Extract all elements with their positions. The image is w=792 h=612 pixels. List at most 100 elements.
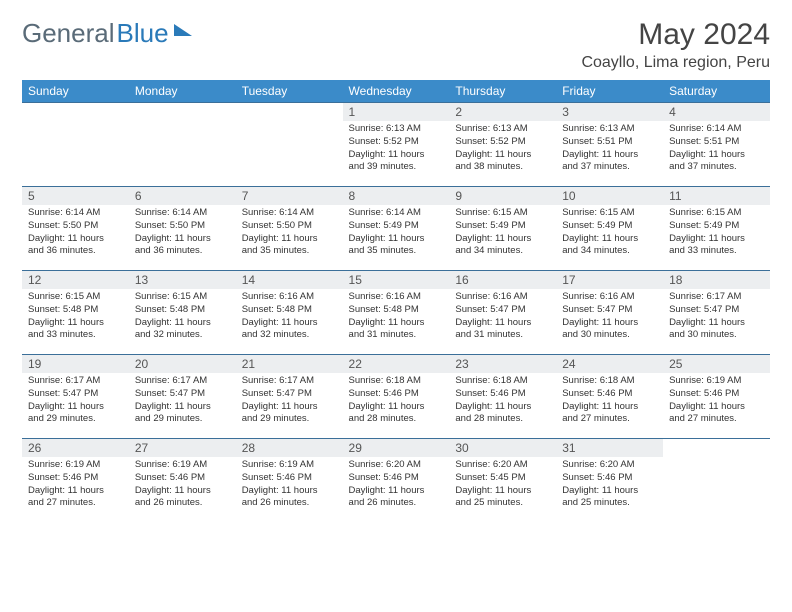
calendar-row: 5Sunrise: 6:14 AMSunset: 5:50 PMDaylight… [22, 187, 770, 271]
day-details: Sunrise: 6:17 AMSunset: 5:47 PMDaylight:… [129, 373, 236, 430]
day-details: Sunrise: 6:16 AMSunset: 5:47 PMDaylight:… [449, 289, 556, 346]
day-number: 10 [556, 187, 663, 205]
day-cell: 27Sunrise: 6:19 AMSunset: 5:46 PMDayligh… [129, 439, 236, 523]
day-cell: 19Sunrise: 6:17 AMSunset: 5:47 PMDayligh… [22, 355, 129, 439]
day-cell: 6Sunrise: 6:14 AMSunset: 5:50 PMDaylight… [129, 187, 236, 271]
day-number: 27 [129, 439, 236, 457]
day-cell: 13Sunrise: 6:15 AMSunset: 5:48 PMDayligh… [129, 271, 236, 355]
day-number: 13 [129, 271, 236, 289]
day-number: 6 [129, 187, 236, 205]
day-number: 17 [556, 271, 663, 289]
day-cell: 16Sunrise: 6:16 AMSunset: 5:47 PMDayligh… [449, 271, 556, 355]
day-details: Sunrise: 6:13 AMSunset: 5:52 PMDaylight:… [343, 121, 450, 178]
day-number: 30 [449, 439, 556, 457]
day-number: 8 [343, 187, 450, 205]
day-details: Sunrise: 6:19 AMSunset: 5:46 PMDaylight:… [129, 457, 236, 514]
day-details: Sunrise: 6:17 AMSunset: 5:47 PMDaylight:… [663, 289, 770, 346]
day-number: 1 [343, 103, 450, 121]
day-number: 23 [449, 355, 556, 373]
day-details: Sunrise: 6:19 AMSunset: 5:46 PMDaylight:… [663, 373, 770, 430]
day-cell: 18Sunrise: 6:17 AMSunset: 5:47 PMDayligh… [663, 271, 770, 355]
day-cell: 4Sunrise: 6:14 AMSunset: 5:51 PMDaylight… [663, 103, 770, 187]
day-details: Sunrise: 6:16 AMSunset: 5:48 PMDaylight:… [236, 289, 343, 346]
day-cell: 25Sunrise: 6:19 AMSunset: 5:46 PMDayligh… [663, 355, 770, 439]
day-cell: 12Sunrise: 6:15 AMSunset: 5:48 PMDayligh… [22, 271, 129, 355]
weekday-header: Saturday [663, 80, 770, 103]
day-details: Sunrise: 6:14 AMSunset: 5:49 PMDaylight:… [343, 205, 450, 262]
weekday-header: Thursday [449, 80, 556, 103]
day-cell: 20Sunrise: 6:17 AMSunset: 5:47 PMDayligh… [129, 355, 236, 439]
day-cell: 30Sunrise: 6:20 AMSunset: 5:45 PMDayligh… [449, 439, 556, 523]
day-cell: 17Sunrise: 6:16 AMSunset: 5:47 PMDayligh… [556, 271, 663, 355]
day-number: 26 [22, 439, 129, 457]
day-details: Sunrise: 6:15 AMSunset: 5:49 PMDaylight:… [556, 205, 663, 262]
weekday-header-row: SundayMondayTuesdayWednesdayThursdayFrid… [22, 80, 770, 103]
day-cell: 31Sunrise: 6:20 AMSunset: 5:46 PMDayligh… [556, 439, 663, 523]
logo-text-2: Blue [117, 18, 169, 49]
logo: GeneralBlue [22, 18, 192, 49]
day-details: Sunrise: 6:20 AMSunset: 5:46 PMDaylight:… [556, 457, 663, 514]
weekday-header: Sunday [22, 80, 129, 103]
day-number: 12 [22, 271, 129, 289]
day-number: 3 [556, 103, 663, 121]
day-details: Sunrise: 6:19 AMSunset: 5:46 PMDaylight:… [236, 457, 343, 514]
calendar-table: SundayMondayTuesdayWednesdayThursdayFrid… [22, 80, 770, 523]
empty-cell [236, 103, 343, 187]
weekday-header: Tuesday [236, 80, 343, 103]
day-details: Sunrise: 6:15 AMSunset: 5:48 PMDaylight:… [129, 289, 236, 346]
day-number: 25 [663, 355, 770, 373]
day-details: Sunrise: 6:14 AMSunset: 5:51 PMDaylight:… [663, 121, 770, 178]
day-number: 22 [343, 355, 450, 373]
day-details: Sunrise: 6:17 AMSunset: 5:47 PMDaylight:… [22, 373, 129, 430]
logo-triangle-icon [174, 24, 192, 36]
day-cell: 11Sunrise: 6:15 AMSunset: 5:49 PMDayligh… [663, 187, 770, 271]
weekday-header: Monday [129, 80, 236, 103]
empty-cell [22, 103, 129, 187]
day-details: Sunrise: 6:14 AMSunset: 5:50 PMDaylight:… [22, 205, 129, 262]
location-label: Coayllo, Lima region, Peru [581, 54, 770, 72]
day-number: 4 [663, 103, 770, 121]
day-number: 18 [663, 271, 770, 289]
day-details: Sunrise: 6:20 AMSunset: 5:45 PMDaylight:… [449, 457, 556, 514]
day-details: Sunrise: 6:16 AMSunset: 5:47 PMDaylight:… [556, 289, 663, 346]
calendar-row: 12Sunrise: 6:15 AMSunset: 5:48 PMDayligh… [22, 271, 770, 355]
calendar-row: 26Sunrise: 6:19 AMSunset: 5:46 PMDayligh… [22, 439, 770, 523]
day-number: 15 [343, 271, 450, 289]
day-cell: 23Sunrise: 6:18 AMSunset: 5:46 PMDayligh… [449, 355, 556, 439]
day-cell: 22Sunrise: 6:18 AMSunset: 5:46 PMDayligh… [343, 355, 450, 439]
day-number: 24 [556, 355, 663, 373]
empty-cell [129, 103, 236, 187]
day-details: Sunrise: 6:14 AMSunset: 5:50 PMDaylight:… [236, 205, 343, 262]
day-cell: 5Sunrise: 6:14 AMSunset: 5:50 PMDaylight… [22, 187, 129, 271]
day-number: 28 [236, 439, 343, 457]
day-details: Sunrise: 6:18 AMSunset: 5:46 PMDaylight:… [449, 373, 556, 430]
day-cell: 24Sunrise: 6:18 AMSunset: 5:46 PMDayligh… [556, 355, 663, 439]
day-cell: 10Sunrise: 6:15 AMSunset: 5:49 PMDayligh… [556, 187, 663, 271]
day-number: 7 [236, 187, 343, 205]
day-details: Sunrise: 6:20 AMSunset: 5:46 PMDaylight:… [343, 457, 450, 514]
logo-text-1: General [22, 18, 115, 49]
day-cell: 3Sunrise: 6:13 AMSunset: 5:51 PMDaylight… [556, 103, 663, 187]
day-cell: 2Sunrise: 6:13 AMSunset: 5:52 PMDaylight… [449, 103, 556, 187]
day-number: 2 [449, 103, 556, 121]
day-number: 11 [663, 187, 770, 205]
day-cell: 7Sunrise: 6:14 AMSunset: 5:50 PMDaylight… [236, 187, 343, 271]
day-cell: 9Sunrise: 6:15 AMSunset: 5:49 PMDaylight… [449, 187, 556, 271]
empty-cell [663, 439, 770, 523]
weekday-header: Friday [556, 80, 663, 103]
day-number: 20 [129, 355, 236, 373]
day-number: 31 [556, 439, 663, 457]
day-details: Sunrise: 6:14 AMSunset: 5:50 PMDaylight:… [129, 205, 236, 262]
day-details: Sunrise: 6:13 AMSunset: 5:51 PMDaylight:… [556, 121, 663, 178]
calendar-row: 1Sunrise: 6:13 AMSunset: 5:52 PMDaylight… [22, 103, 770, 187]
day-details: Sunrise: 6:15 AMSunset: 5:49 PMDaylight:… [449, 205, 556, 262]
month-title: May 2024 [581, 18, 770, 52]
day-number: 16 [449, 271, 556, 289]
weekday-header: Wednesday [343, 80, 450, 103]
calendar-body: 1Sunrise: 6:13 AMSunset: 5:52 PMDaylight… [22, 103, 770, 523]
day-details: Sunrise: 6:15 AMSunset: 5:48 PMDaylight:… [22, 289, 129, 346]
day-number: 21 [236, 355, 343, 373]
day-details: Sunrise: 6:16 AMSunset: 5:48 PMDaylight:… [343, 289, 450, 346]
day-cell: 28Sunrise: 6:19 AMSunset: 5:46 PMDayligh… [236, 439, 343, 523]
day-details: Sunrise: 6:17 AMSunset: 5:47 PMDaylight:… [236, 373, 343, 430]
